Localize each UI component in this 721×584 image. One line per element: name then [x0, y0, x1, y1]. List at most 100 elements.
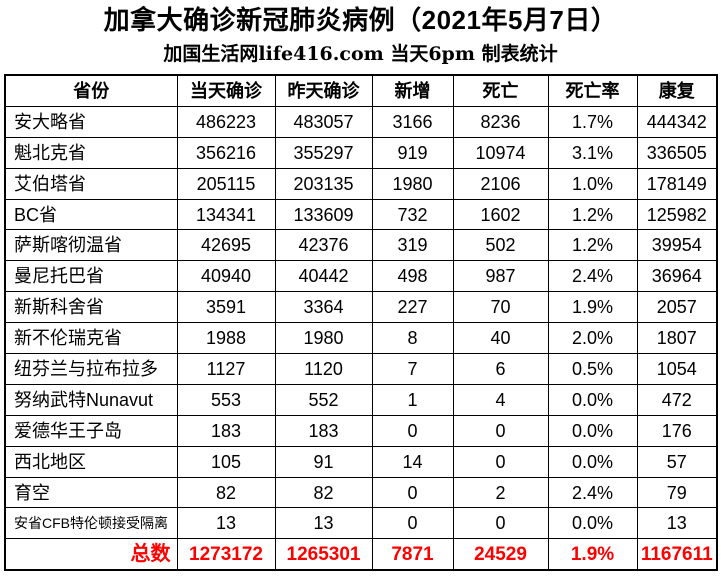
- value-cell: 1988: [176, 322, 276, 355]
- table-row: 努纳武特Nunavut 553 552 1 4 0.0% 472: [4, 383, 718, 416]
- value-cell: 1.0%: [547, 167, 638, 200]
- column-header: 死亡: [452, 74, 549, 107]
- value-cell: 0: [452, 414, 549, 447]
- value-cell: 1054: [636, 353, 718, 385]
- table-total-row: 总数 1273172 1265301 7871 24529 1.9% 1167611: [4, 538, 718, 571]
- value-cell: 987: [452, 260, 549, 293]
- total-value-cell: 24529: [452, 538, 549, 571]
- table-row: 安省CFB特伦顿接受隔离 13 13 0 0 0.0% 13: [4, 507, 718, 540]
- value-cell: 1980: [371, 167, 454, 200]
- table-row: 爱德华王子岛 183 183 0 0 0.0% 176: [4, 414, 718, 447]
- value-cell: 183: [274, 414, 373, 447]
- total-value-cell: 1273172: [176, 538, 276, 571]
- value-cell: 14: [371, 445, 454, 478]
- table-row: 育空 82 82 0 2 2.4% 79: [4, 476, 718, 509]
- value-cell: 553: [176, 383, 276, 416]
- table-row: 安大略省 486223 483057 3166 8236 1.7% 444342: [4, 105, 718, 138]
- value-cell: 176: [636, 414, 718, 447]
- value-cell: 2.4%: [547, 260, 638, 293]
- value-cell: 7: [371, 353, 454, 385]
- column-header: 新增: [371, 74, 454, 107]
- value-cell: 0: [452, 507, 549, 540]
- value-cell: 502: [452, 229, 549, 262]
- value-cell: 552: [274, 383, 373, 416]
- value-cell: 0.5%: [547, 353, 638, 385]
- value-cell: 1.2%: [547, 198, 638, 231]
- value-cell: 0.0%: [547, 414, 638, 447]
- value-cell: 1602: [452, 198, 549, 231]
- value-cell: 1.7%: [547, 105, 638, 138]
- value-cell: 42376: [274, 229, 373, 262]
- value-cell: 1.2%: [547, 229, 638, 262]
- value-cell: 183: [176, 414, 276, 447]
- value-cell: 203135: [274, 167, 373, 200]
- column-header: 当天确诊: [176, 74, 276, 107]
- value-cell: 498: [371, 260, 454, 293]
- value-cell: 0: [371, 507, 454, 540]
- value-cell: 2: [452, 476, 549, 509]
- value-cell: 36964: [636, 260, 718, 293]
- table-row: 新斯科舍省 3591 3364 227 70 1.9% 2057: [4, 291, 718, 324]
- value-cell: 0: [371, 414, 454, 447]
- value-cell: 2.4%: [547, 476, 638, 509]
- value-cell: 133609: [274, 198, 373, 231]
- value-cell: 472: [636, 383, 718, 416]
- table-row: 西北地区 105 91 14 0 0.0% 57: [4, 445, 718, 478]
- page-title: 加拿大确诊新冠肺炎病例（2021年5月7日）: [103, 5, 618, 35]
- value-cell: 444342: [636, 105, 718, 138]
- value-cell: 1: [371, 383, 454, 416]
- province-cell: 安省CFB特伦顿接受隔离: [4, 507, 178, 540]
- value-cell: 8236: [452, 105, 549, 138]
- province-cell: 纽芬兰与拉布拉多: [4, 353, 178, 385]
- covid-stats-table: 省份 当天确诊 昨天确诊 新增 死亡 死亡率 康复 安大略省 486223 483057 3166…: [4, 74, 718, 572]
- value-cell: 82: [274, 476, 373, 509]
- value-cell: 3364: [274, 291, 373, 324]
- value-cell: 70: [452, 291, 549, 324]
- value-cell: 8: [371, 322, 454, 355]
- province-cell: 艾伯塔省: [4, 167, 178, 200]
- value-cell: 2057: [636, 291, 718, 324]
- value-cell: 105: [176, 445, 276, 478]
- province-cell: 爱德华王子岛: [4, 414, 178, 447]
- value-cell: 919: [371, 136, 454, 169]
- value-cell: 13: [176, 507, 276, 540]
- table-body: 安大略省 486223 483057 3166 8236 1.7% 444342 魁北克省 35…: [4, 105, 718, 540]
- table-row: 萨斯喀彻温省 42695 42376 319 502 1.2% 39954: [4, 229, 718, 262]
- province-cell: 努纳武特Nunavut: [4, 383, 178, 416]
- province-cell: 西北地区: [4, 445, 178, 478]
- column-header: 昨天确诊: [274, 74, 373, 107]
- value-cell: 4: [452, 383, 549, 416]
- value-cell: 3166: [371, 105, 454, 138]
- value-cell: 40442: [274, 260, 373, 293]
- value-cell: 0: [452, 445, 549, 478]
- table-row: 魁北克省 356216 355297 919 10974 3.1% 336505: [4, 136, 718, 169]
- value-cell: 1807: [636, 322, 718, 355]
- total-value-cell: 1167611: [636, 538, 718, 571]
- total-label: 总数: [4, 538, 178, 571]
- province-cell: 萨斯喀彻温省: [4, 229, 178, 262]
- table-row: 艾伯塔省 205115 203135 1980 2106 1.0% 178149: [4, 167, 718, 200]
- value-cell: 2.0%: [547, 322, 638, 355]
- value-cell: 205115: [176, 167, 276, 200]
- value-cell: 13: [636, 507, 718, 540]
- page-subtitle: 加国生活网life416.com 当天6pm 制表统计: [163, 43, 558, 65]
- page: 加拿大确诊新冠肺炎病例（2021年5月7日） 加国生活网life416.com …: [0, 3, 721, 572]
- value-cell: 134341: [176, 198, 276, 231]
- value-cell: 0.0%: [547, 383, 638, 416]
- value-cell: 0.0%: [547, 445, 638, 478]
- province-cell: 魁北克省: [4, 136, 178, 169]
- value-cell: 732: [371, 198, 454, 231]
- value-cell: 91: [274, 445, 373, 478]
- value-cell: 2106: [452, 167, 549, 200]
- value-cell: 319: [371, 229, 454, 262]
- table-row: 纽芬兰与拉布拉多 1127 1120 7 6 0.5% 1054: [4, 353, 718, 385]
- province-cell: 新斯科舍省: [4, 291, 178, 324]
- value-cell: 355297: [274, 136, 373, 169]
- value-cell: 6: [452, 353, 549, 385]
- value-cell: 40: [452, 322, 549, 355]
- value-cell: 1127: [176, 353, 276, 385]
- value-cell: 0: [371, 476, 454, 509]
- value-cell: 40940: [176, 260, 276, 293]
- total-value-cell: 1265301: [274, 538, 373, 571]
- province-cell: 新不伦瑞克省: [4, 322, 178, 355]
